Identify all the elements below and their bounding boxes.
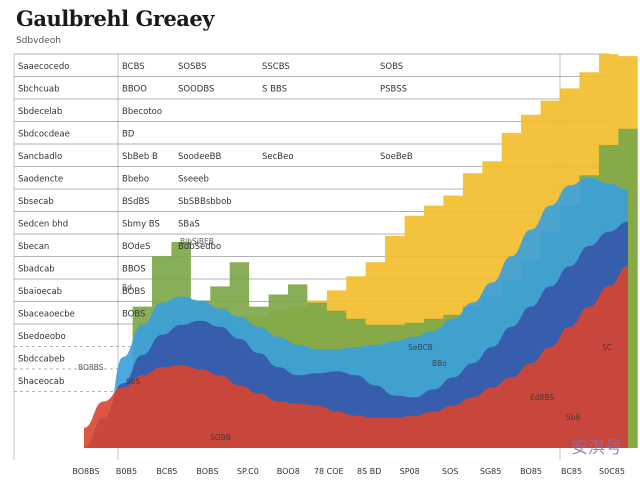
row-label: Sbaioecab	[18, 287, 62, 297]
table-cell: SBaS	[178, 220, 200, 230]
label-layer: Saaecocedo Sbchcuab Sbdecelab Sbdcocdeae San…	[18, 62, 625, 476]
table-cell: SOBS	[380, 62, 403, 72]
row-label: Sbdcocdeae	[18, 130, 70, 140]
table-cell: SOSBS	[178, 62, 207, 72]
row-label: Shaceocab	[18, 377, 64, 387]
table-cell: Sbmy BS	[122, 220, 160, 230]
table-cell: BOdeS	[122, 242, 150, 252]
table-cell: BOBS	[122, 310, 145, 320]
x-tick-label: SG85	[480, 467, 501, 476]
series-area	[84, 266, 628, 448]
row-label: Sbecan	[18, 242, 49, 252]
annotation: SeBCB	[408, 343, 433, 352]
table-cell: SecBeo	[262, 152, 294, 162]
x-tick-label: SOS	[442, 467, 458, 476]
table-cell: BBOO	[122, 85, 147, 95]
table-cell: BBOS	[122, 265, 146, 275]
row-label: Sancbadlo	[18, 152, 62, 162]
watermark-text: 安淇号	[571, 438, 622, 458]
table-cell: SbBeb B	[122, 152, 158, 162]
table-cell: S BBS	[262, 85, 287, 95]
x-tick-label: BOO8	[277, 467, 300, 476]
annotation: SbS	[126, 377, 141, 386]
x-tick-label: BOBS	[196, 467, 218, 476]
x-tick-label: BC85	[561, 467, 582, 476]
x-tick-label: BO85	[520, 467, 542, 476]
x-tick-label: 78 COE	[314, 467, 344, 476]
x-tick-label: BO8BS	[72, 467, 99, 476]
x-tick-label: B0B5	[116, 467, 137, 476]
table-cell: SbSBBsbbob	[178, 197, 232, 207]
row-label: Sedcen bhd	[18, 220, 68, 230]
table-cell: BSdBS	[122, 197, 150, 207]
series-layer	[74, 54, 638, 449]
table-cell: BdbSedbo	[178, 242, 221, 252]
row-label: Sbadcab	[18, 265, 55, 275]
annotation: SOBB	[210, 433, 231, 442]
x-tick-label: 8S BD	[357, 467, 381, 476]
x-tick-label: BC85	[156, 467, 177, 476]
annotation: SC	[602, 343, 612, 352]
row-label: Sbsecab	[18, 197, 54, 207]
row-label: Sbchcuab	[18, 85, 60, 95]
table-cell: Sseeeb	[178, 175, 209, 185]
table-cell: BD	[122, 130, 135, 140]
x-tick-label: SP.C0	[237, 467, 259, 476]
row-label: Saaecocedo	[18, 62, 69, 72]
annotation: Sb8	[566, 413, 581, 422]
row-label: Sbedoeobo	[18, 332, 66, 342]
table-cell: SOODBS	[178, 85, 214, 95]
chart-title: Gaulbrehl Greaey	[16, 6, 214, 31]
x-tick-label: SP08	[400, 467, 420, 476]
row-label: Saodencte	[18, 175, 63, 185]
table-cell: SSCBS	[262, 62, 290, 72]
annotation: BO8BS	[78, 363, 104, 372]
row-label: Sbaceaoecbe	[18, 310, 75, 320]
table-cell: PSBSS	[380, 85, 407, 95]
table-cell: Bbebo	[122, 175, 149, 185]
annotation: BBo	[432, 359, 447, 368]
annotation: Ed8BS	[530, 393, 554, 402]
table-cell: Bbecotoo	[122, 107, 162, 117]
table-cell: SoodeeBB	[178, 152, 221, 162]
annotation: Bd	[122, 283, 132, 292]
row-label: Sbdccabeb	[18, 355, 65, 365]
table-cell: BCBS	[122, 62, 145, 72]
annotation: BlbSjBEB	[180, 237, 214, 246]
chart-subtitle: Sdbvdeoh	[16, 36, 61, 46]
row-label: Sbdecelab	[18, 107, 62, 117]
table-cell: BOBS	[122, 287, 145, 297]
table-cell: SoeBeB	[380, 152, 413, 162]
x-tick-label: S0C85	[599, 467, 625, 476]
